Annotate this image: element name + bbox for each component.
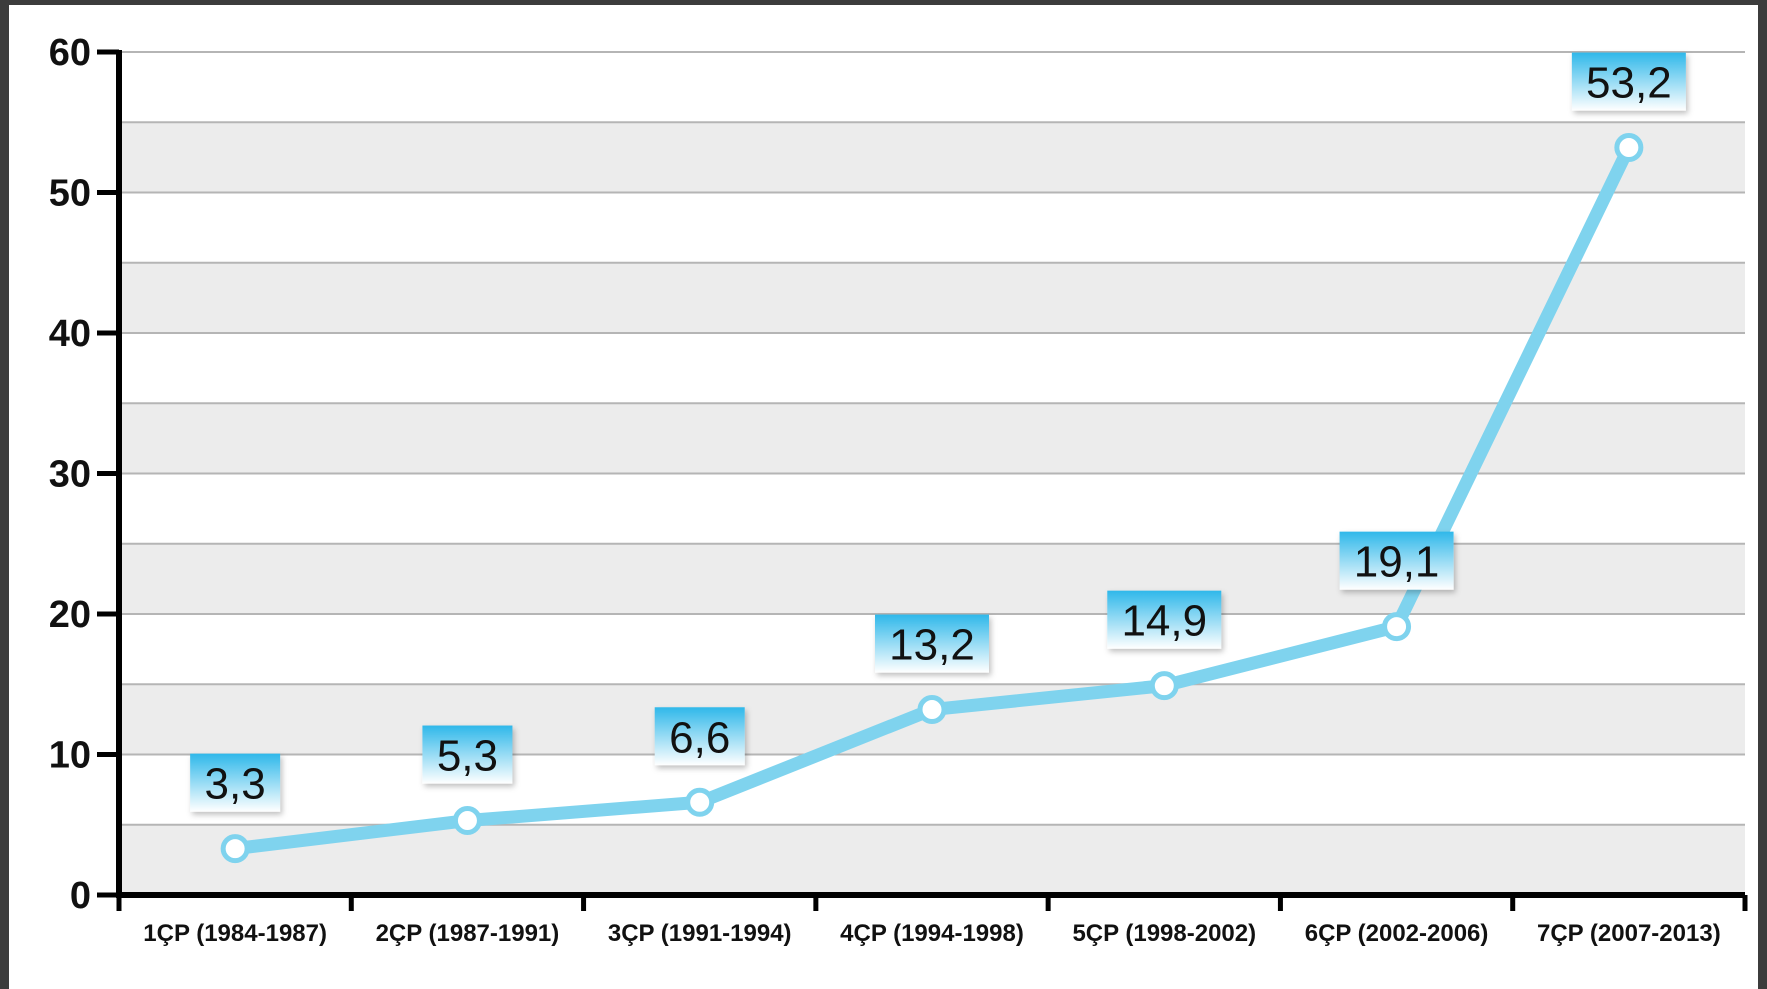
data-label-box — [190, 753, 281, 812]
grid-band — [119, 824, 1745, 895]
data-point — [1382, 612, 1412, 642]
y-tick-label: 30 — [49, 454, 91, 496]
data-label: 53,2 — [1586, 59, 1672, 108]
data-point — [452, 806, 482, 836]
grid-band — [119, 52, 1745, 123]
frame-left-border — [0, 0, 9, 989]
grid-lines — [119, 51, 1745, 826]
grid-band — [119, 543, 1745, 614]
grid-band — [119, 122, 1745, 193]
data-point — [685, 787, 715, 817]
y-axis-ticks: 0 10 20 30 40 50 60 — [49, 32, 119, 917]
data-point — [1149, 671, 1179, 701]
x-tick-label: 4ÇP (1994-1998) — [840, 920, 1024, 947]
x-tick-label: 7ÇP (2007-2013) — [1537, 920, 1721, 947]
series-line — [220, 133, 1644, 864]
data-labels: 3,3 5,3 6,6 13,2 14,9 19,1 53,2 — [190, 52, 1686, 812]
data-label: 3,3 — [205, 760, 266, 809]
y-tick-label: 40 — [49, 313, 91, 355]
grid-band — [119, 754, 1745, 825]
data-label: 5,3 — [437, 732, 498, 781]
data-point — [1614, 133, 1644, 163]
grid-band — [119, 192, 1745, 263]
data-label: 13,2 — [889, 621, 975, 670]
data-label-box — [654, 707, 745, 766]
data-point — [917, 695, 947, 725]
frame-right-border — [1758, 0, 1767, 989]
data-label-box — [1571, 52, 1686, 111]
data-label-box — [875, 614, 989, 673]
x-tick-label: 3ÇP (1991-1994) — [608, 920, 792, 947]
y-tick-label: 50 — [49, 173, 91, 215]
x-axis-ticks: 1ÇP (1984-1987) 2ÇP (1987-1991) 3ÇP (1991-… — [116, 895, 1748, 947]
grid-band — [119, 333, 1745, 404]
data-label-box — [1107, 590, 1222, 649]
data-label-box — [422, 725, 513, 784]
x-tick-label: 6ÇP (2002-2006) — [1305, 920, 1489, 947]
data-point — [220, 834, 250, 864]
data-label: 19,1 — [1354, 538, 1440, 587]
grid-band — [119, 262, 1745, 333]
x-tick-label: 1ÇP (1984-1987) — [143, 920, 327, 947]
y-tick-label: 10 — [49, 735, 91, 777]
x-tick-label: 5ÇP (1998-2002) — [1072, 920, 1256, 947]
y-tick-label: 60 — [49, 32, 91, 74]
y-tick-label: 20 — [49, 594, 91, 636]
x-tick-label: 2ÇP (1987-1991) — [376, 920, 560, 947]
data-label: 14,9 — [1121, 597, 1207, 646]
y-tick-label: 0 — [70, 875, 91, 917]
data-label-box — [1339, 531, 1454, 590]
frame-top-border — [0, 0, 1767, 5]
grid-band — [119, 473, 1745, 544]
data-label: 6,6 — [669, 713, 730, 762]
